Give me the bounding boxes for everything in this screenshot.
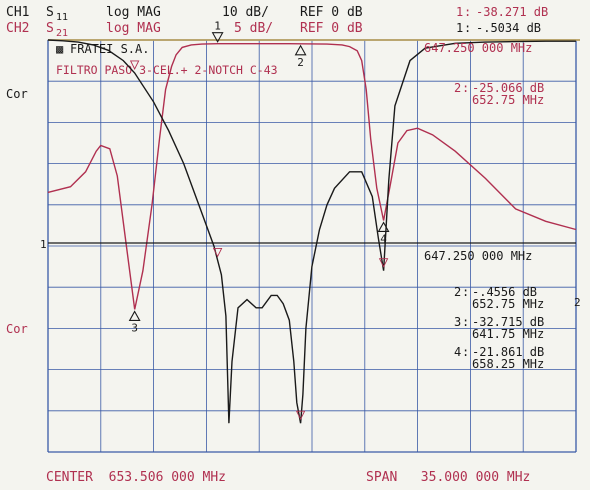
ch1-param: S — [46, 5, 54, 20]
m2-colon: : — [462, 285, 469, 299]
ch2-m2-freq: 652.75 MHz — [472, 93, 544, 107]
chart-title: FILTRO PASO 3-CEL.+ 2-NOTCH C-43 — [56, 63, 278, 77]
marker-layer: 1 2 3 4 — [128, 20, 390, 421]
ch1-param-sub: 11 — [56, 12, 68, 23]
trace-s21 — [47, 43, 577, 310]
m2-value: -.4556 dB — [472, 285, 537, 299]
graticule — [47, 39, 580, 453]
ch1-scale: 10 dB/ — [222, 5, 269, 20]
trace-s11 — [47, 39, 576, 424]
cor-label-ch2: Cor — [6, 322, 28, 336]
marker-3-icon — [128, 310, 141, 321]
top-marker-num-2: 1 — [456, 21, 463, 35]
marker-1-label: 1 — [214, 20, 221, 33]
marker-readouts: 647.250 000 MHz 2 : -25.066 dB 652.75 MH… — [424, 41, 581, 371]
m1-freq-ch1: 647.250 000 MHz — [424, 249, 532, 263]
span-frequency: SPAN 35.000 000 MHz — [366, 470, 530, 485]
m3-num: 3 — [454, 315, 461, 329]
m4-freq: 658.25 MHz — [472, 357, 544, 371]
ch1-format: log MAG — [106, 5, 161, 20]
m1-freq-ch2: 647.250 000 MHz — [424, 41, 532, 55]
marker-2-icon — [294, 44, 307, 56]
ch2-param: S — [46, 21, 54, 36]
ch2-label: CH2 — [6, 21, 29, 36]
marker-4-label: 4 — [380, 232, 387, 245]
ch2-m2-num: 2 — [454, 81, 461, 95]
marker-2-label: 2 — [297, 56, 304, 69]
marker-3-label: 3 — [131, 321, 138, 334]
reference-level-marker: 1 — [40, 238, 47, 251]
ch2-param-sub: 21 — [56, 28, 68, 39]
trace-edge-label: 2 — [574, 296, 581, 309]
cor-label-ch1: Cor — [6, 87, 28, 101]
ch1-marker-2-icon — [295, 410, 306, 421]
top-marker-num: 1 — [456, 5, 463, 19]
ch1-ref: REF 0 dB — [300, 5, 363, 20]
m4-value: -21.861 dB — [472, 345, 544, 359]
m3-colon: : — [462, 315, 469, 329]
top-marker-colon: : — [464, 5, 471, 19]
top-marker-colon-2: : — [464, 21, 471, 35]
m3-value: -32.715 dB — [472, 315, 544, 329]
header: CH1 S 11 log MAG 10 dB/ REF 0 dB CH2 S 2… — [6, 5, 548, 39]
m2-num: 2 — [454, 285, 461, 299]
top-marker-value1: -38.271 dB — [476, 5, 548, 19]
ch1-marker-4-icon — [378, 258, 389, 268]
ch1-marker-3-icon — [129, 60, 140, 70]
top-marker-value2: -.5034 dB — [476, 21, 541, 35]
ch2-scale: 5 dB/ — [234, 21, 273, 36]
center-frequency: CENTER 653.506 000 MHz — [46, 470, 226, 485]
m4-colon: : — [462, 345, 469, 359]
ch2-format: log MAG — [106, 21, 161, 36]
company-logo-icon: ▩ — [56, 42, 63, 56]
ch2-ref: REF 0 dB — [300, 21, 363, 36]
marker-4-icon — [377, 221, 390, 233]
ch2-m2-value: -25.066 dB — [472, 81, 544, 95]
m4-num: 4 — [454, 345, 461, 359]
ch1-marker-1-icon — [212, 247, 223, 258]
ch1-label: CH1 — [6, 5, 29, 20]
m2-freq: 652.75 MHz — [472, 297, 544, 311]
company-name: FRATEI S.A. — [70, 42, 149, 56]
m3-freq: 641.75 MHz — [472, 327, 544, 341]
ch2-m2-colon: : — [462, 81, 469, 95]
marker-1-icon — [211, 32, 224, 43]
